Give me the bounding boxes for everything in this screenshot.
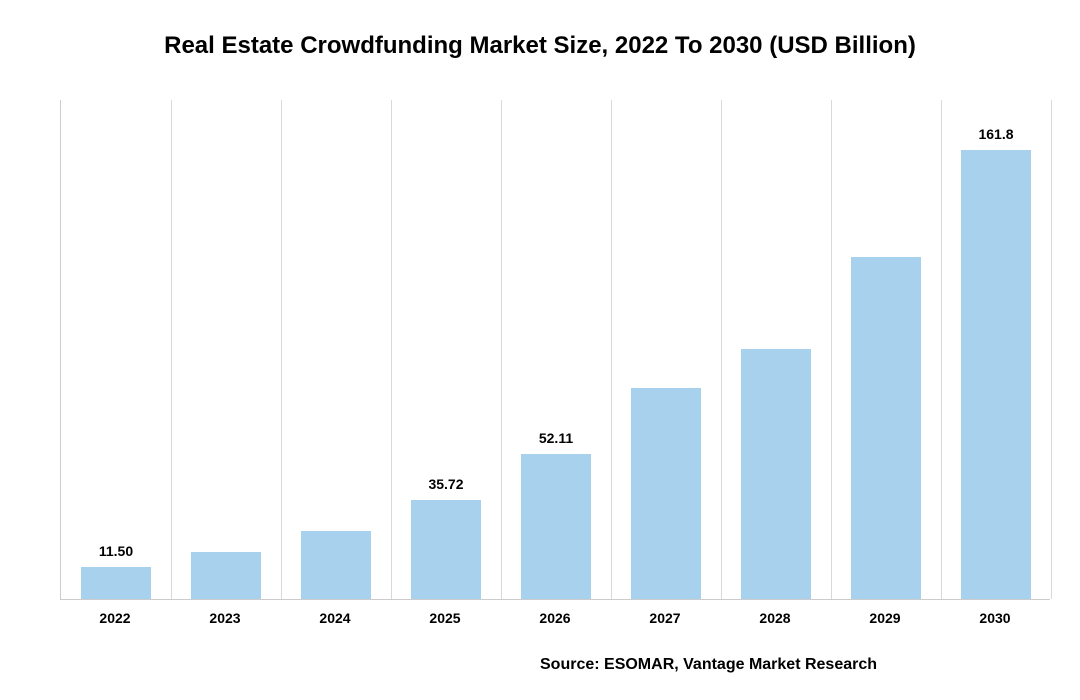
x-tick-label: 2025	[390, 610, 500, 626]
plot-region: 11.50 35.72 52.11 161.8	[60, 100, 1050, 600]
bar-value-label: 11.50	[61, 543, 171, 559]
gridline	[721, 100, 722, 599]
bar	[631, 388, 701, 599]
x-tick-label: 2029	[830, 610, 940, 626]
bar-value-label: 52.11	[501, 430, 611, 446]
x-tick-label: 2023	[170, 610, 280, 626]
bar-value-label: 161.8	[941, 126, 1051, 142]
x-tick-label: 2027	[610, 610, 720, 626]
bars-container: 11.50 35.72 52.11 161.8	[61, 99, 1051, 599]
bar-value-label: 35.72	[391, 476, 501, 492]
x-tick-label: 2030	[940, 610, 1050, 626]
bar	[301, 531, 371, 599]
chart-area: 11.5035.7252.11161.8 2022202320242025202…	[60, 100, 1050, 630]
x-tick-label: 2024	[280, 610, 390, 626]
gridline	[171, 100, 172, 599]
bar	[851, 257, 921, 599]
bar	[521, 454, 591, 599]
bar	[741, 349, 811, 599]
bar	[191, 552, 261, 599]
x-tick-label: 2026	[500, 610, 610, 626]
bar	[411, 500, 481, 599]
x-tick-label: 2022	[60, 610, 170, 626]
gridline	[611, 100, 612, 599]
x-axis-labels: 202220232024202520262027202820292030	[60, 610, 1050, 630]
gridline	[831, 100, 832, 599]
gridline	[281, 100, 282, 599]
gridline	[501, 100, 502, 599]
bar	[961, 150, 1031, 599]
gridline	[941, 100, 942, 599]
bar	[81, 567, 151, 599]
x-tick-label: 2028	[720, 610, 830, 626]
source-attribution: Source: ESOMAR, Vantage Market Research	[540, 656, 877, 674]
chart-title: Real Estate Crowdfunding Market Size, 20…	[0, 0, 1080, 60]
gridline	[391, 100, 392, 599]
gridline	[1051, 100, 1052, 599]
